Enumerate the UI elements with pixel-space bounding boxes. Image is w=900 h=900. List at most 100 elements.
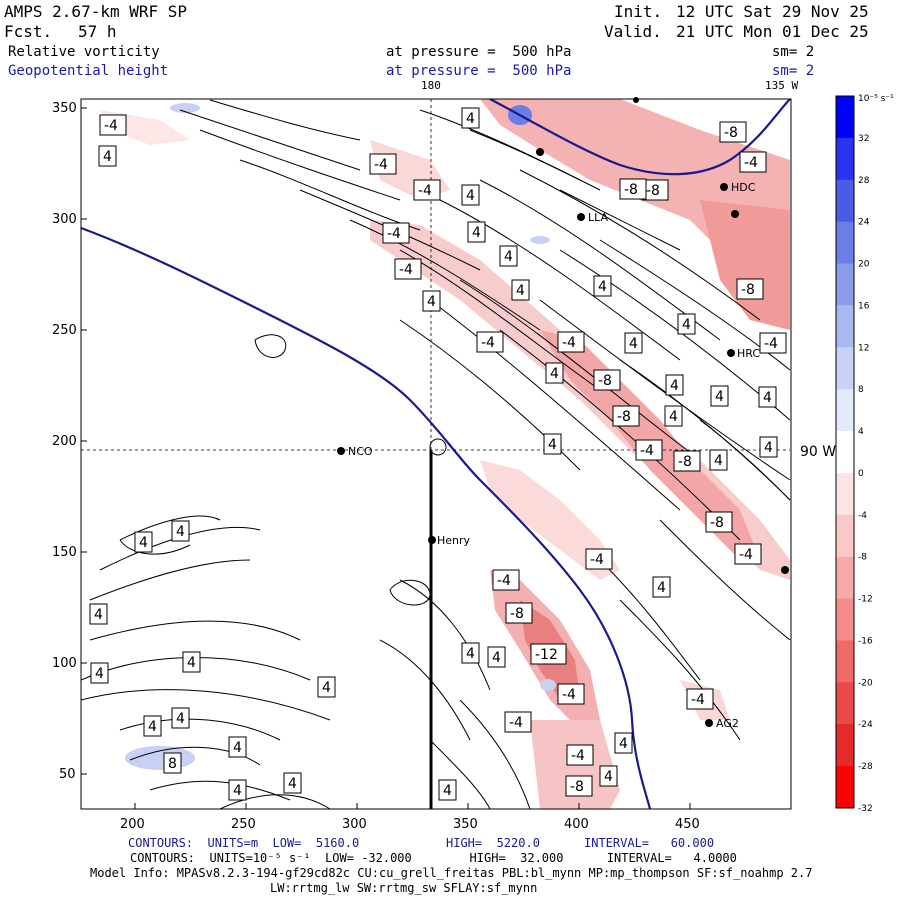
x-tick-label: 350 — [453, 817, 478, 832]
field2-smoothing: sm= 2 — [772, 63, 815, 79]
forecast-hours: 57 h — [78, 22, 117, 41]
plot-frame — [80, 98, 792, 810]
contour-value-box: 4 — [143, 715, 162, 737]
contour-value-text: -8 — [678, 454, 692, 470]
contour-value-box: 4 — [652, 576, 671, 598]
contour-value-box: -8 — [505, 602, 533, 624]
contour-value-text: 4 — [504, 249, 513, 265]
contour-value-text: -4 — [562, 687, 576, 703]
contour-value-text: -4 — [640, 443, 654, 459]
field2-name: Geopotential height — [8, 63, 169, 79]
axis-ticks — [81, 107, 691, 809]
contour-value-text: -4 — [387, 226, 401, 242]
colorbar-label: -32 — [858, 804, 873, 814]
colorbar-swatch — [836, 96, 854, 139]
contour-value-text: 4 — [233, 783, 242, 799]
footer-radiation-info: LW:rrtmg_lw SW:rrtmg_sw SFLAY:sf_mynn — [270, 881, 538, 895]
contour-value-text: 4 — [764, 440, 773, 456]
contour-value-box: -4 — [394, 258, 422, 280]
contour-value-text: 4 — [322, 680, 331, 696]
colorbar-label: -28 — [858, 762, 873, 772]
contour-value-box: -12 — [530, 643, 567, 665]
station-label-lla: LLA — [588, 211, 609, 224]
contour-value-text: 4 — [516, 283, 525, 299]
contour-value-box: 4 — [461, 184, 480, 206]
contour-value-box: 4 — [89, 603, 108, 625]
footer-height-high: HIGH= 5220.0 — [446, 836, 540, 850]
colorbar-label: -12 — [858, 595, 873, 605]
contour-value-box: 4 — [709, 449, 728, 471]
height-contours — [81, 99, 791, 809]
y-tick-label: 50 — [59, 767, 76, 782]
contour-value-text: 4 — [657, 580, 666, 596]
contour-value-text: 4 — [176, 524, 185, 540]
contour-value-text: 4 — [598, 279, 607, 295]
contour-value-text: -4 — [571, 748, 585, 764]
y-tick-label: 150 — [52, 545, 77, 560]
colorbar-swatch — [836, 682, 854, 725]
y-tick-label: 350 — [52, 101, 77, 116]
station-label-hdc: HDC — [731, 181, 756, 194]
field1-level: at pressure = 500 hPa — [386, 44, 572, 60]
contour-value-box: 4 — [467, 221, 486, 243]
contour-value-box: -4 — [739, 151, 767, 173]
contour-value-box: -4 — [413, 179, 441, 201]
colorbar-label: 0 — [858, 469, 864, 479]
contour-value-text: -8 — [710, 515, 724, 531]
contour-value-text: -8 — [646, 183, 660, 199]
contour-value-box: 4 — [438, 779, 457, 801]
contour-value-text: 4 — [288, 776, 297, 792]
graticule — [81, 99, 790, 451]
colorbar-swatch — [836, 472, 854, 516]
contour-value-box: 4 — [545, 362, 564, 384]
contour-value-text: -4 — [399, 262, 413, 278]
model-title: AMPS 2.67-km WRF SP — [4, 2, 188, 21]
contour-value-text: 4 — [669, 409, 678, 425]
contour-value-box: 4 — [511, 279, 530, 301]
contour-value-box: -8 — [673, 450, 701, 472]
contour-value-box: 4 — [422, 290, 441, 312]
station-label-ag2: AG2 — [716, 717, 739, 730]
colorbar-label: 8 — [858, 385, 864, 395]
contour-value-text: -8 — [724, 125, 738, 141]
station-label-henry: Henry — [437, 534, 471, 547]
pole-marker — [429, 438, 447, 456]
station-label-hrc: HRC — [737, 347, 760, 360]
contour-value-box: -4 — [369, 153, 397, 175]
contour-value-text: 4 — [548, 437, 557, 453]
contour-value-text: 4 — [427, 294, 436, 310]
contour-value-text: 4 — [466, 111, 475, 127]
contour-value-text: 4 — [604, 769, 613, 785]
contour-value-box: 4 — [487, 646, 506, 668]
colorbar-unit: 10⁻⁵ s⁻¹ — [858, 94, 894, 104]
station-dot-henry — [428, 536, 436, 544]
contour-value-text: 4 — [94, 607, 103, 623]
station-labels: NCO Henry HRC AG2 HDC LLA — [348, 181, 760, 730]
contour-value-text: -4 — [509, 715, 523, 731]
contour-value-box: 4 — [317, 676, 336, 698]
contour-value-box: 4 — [283, 772, 302, 794]
contour-value-box: 4 — [710, 385, 729, 407]
x-tick-label: 450 — [675, 817, 700, 832]
contour-value-box: 4 — [677, 313, 696, 335]
contour-value-box: 4 — [90, 662, 109, 684]
contour-value-text: -4 — [104, 118, 118, 134]
contour-value-labels: -4 4 -4 -4 4 4 -4 4 -4 4 4 4 4 -8 -4 -4 4 4 -4 4 -8 4 -8 4 4 4 4 -4… — [89, 107, 787, 801]
y-tick-label: 300 — [52, 212, 77, 227]
contour-value-box: -8 — [705, 511, 733, 533]
meridian-top-label: 180 — [421, 79, 441, 92]
contour-value-box: -8 — [565, 775, 593, 797]
contour-value-text: -4 — [374, 157, 388, 173]
contour-value-text: -8 — [510, 606, 524, 622]
colorbar-frame — [835, 95, 855, 809]
contour-value-text: 4 — [714, 453, 723, 469]
station-markers — [337, 97, 789, 727]
contour-value-box: -4 — [476, 331, 504, 353]
colorbar-swatch — [836, 347, 854, 390]
contour-value-box: -4 — [557, 683, 585, 705]
contour-value-box: 4 — [98, 145, 117, 167]
contour-value-text: 4 — [492, 650, 501, 666]
contour-value-box: 4 — [134, 531, 153, 553]
station-dot-ag2 — [705, 719, 713, 727]
